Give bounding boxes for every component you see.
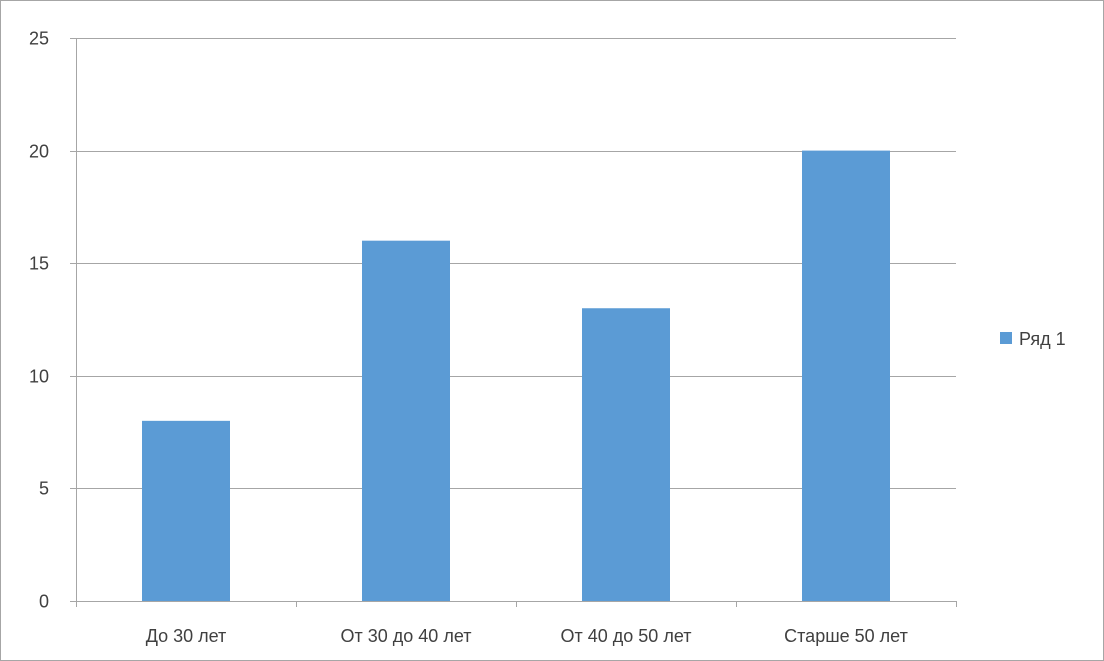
axes	[70, 38, 957, 607]
x-tick-label: От 30 до 40 лет	[341, 626, 472, 646]
bar	[362, 240, 450, 601]
y-tick-label: 0	[39, 592, 49, 612]
x-tick-label: От 40 до 50 лет	[561, 626, 692, 646]
x-tick-label: Старше 50 лет	[784, 626, 908, 646]
bar	[802, 150, 890, 601]
y-tick-label: 15	[29, 254, 49, 274]
legend: Ряд 1	[1000, 329, 1066, 349]
y-tick-label: 20	[29, 142, 49, 162]
y-tick-label: 10	[29, 367, 49, 387]
legend-label-series-1: Ряд 1	[1019, 329, 1066, 349]
y-tick-label: 5	[39, 479, 49, 499]
y-axis-tick-labels: 0 5 10 15 20 25	[29, 29, 49, 612]
x-tick-label: До 30 лет	[146, 626, 227, 646]
bar	[582, 308, 670, 601]
bar	[142, 420, 230, 601]
bars	[142, 150, 890, 601]
x-axis-tick-labels: До 30 лет От 30 до 40 лет От 40 до 50 лет С…	[146, 626, 908, 646]
legend-swatch-series-1	[1000, 332, 1012, 344]
y-tick-label: 25	[29, 29, 49, 49]
